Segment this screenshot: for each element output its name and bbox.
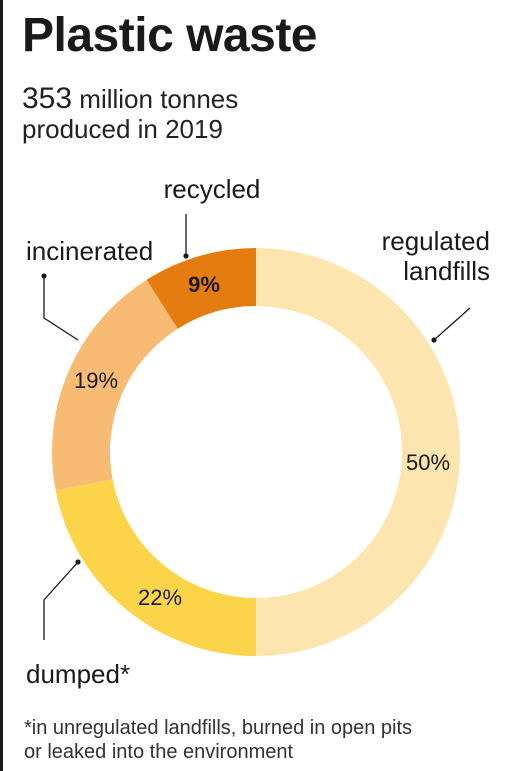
- leader-dot-dumped: [75, 559, 81, 565]
- value-label-dumped: 22%: [138, 585, 182, 610]
- slice-regulated-landfills: [256, 248, 460, 656]
- footnote-line-2: or leaked into the environment: [24, 741, 294, 763]
- leader-line-regulated-landfills: [433, 307, 471, 341]
- leader-dot-incinerated: [41, 273, 47, 279]
- slice-recycled: [146, 248, 256, 329]
- slice-incinerated: [51, 279, 178, 491]
- subtitle-line-1: 353 million tonnes: [22, 82, 239, 115]
- value-label-recycled: 9%: [188, 272, 220, 297]
- subtitle-amount: 353: [22, 82, 73, 115]
- value-label-incinerated: 19%: [74, 368, 118, 393]
- category-label-line: incinerated: [26, 236, 153, 266]
- category-label-line: recycled: [164, 174, 261, 204]
- value-label-regulated-landfills: 50%: [406, 450, 450, 475]
- subtitle-unit: million tonnes: [72, 84, 239, 114]
- footnote: *in unregulated landfills, burned in ope…: [24, 716, 412, 764]
- chart-subtitle: 353 million tonnes produced in 2019: [22, 82, 239, 145]
- category-label-line: landfills: [403, 256, 490, 286]
- chart-title: Plastic waste: [22, 9, 318, 62]
- leader-line-incinerated: [43, 276, 79, 341]
- category-label-line: dumped*: [26, 659, 130, 689]
- category-label-regulated-landfills: regulated landfills: [382, 226, 490, 286]
- subtitle-line-2: produced in 2019: [22, 114, 223, 144]
- left-border: [0, 0, 3, 771]
- leader-dot-regulated-landfills: [431, 337, 437, 343]
- category-label-incinerated: incinerated: [26, 236, 153, 266]
- slice-dumped: [55, 479, 256, 656]
- category-label-recycled: recycled: [164, 174, 261, 204]
- leader-dot-recycled: [183, 253, 189, 259]
- leader-line-dumped: [43, 561, 79, 640]
- category-label-line: regulated: [382, 226, 490, 256]
- footnote-line-1: *in unregulated landfills, burned in ope…: [24, 717, 413, 739]
- category-label-dumped: dumped*: [26, 659, 130, 689]
